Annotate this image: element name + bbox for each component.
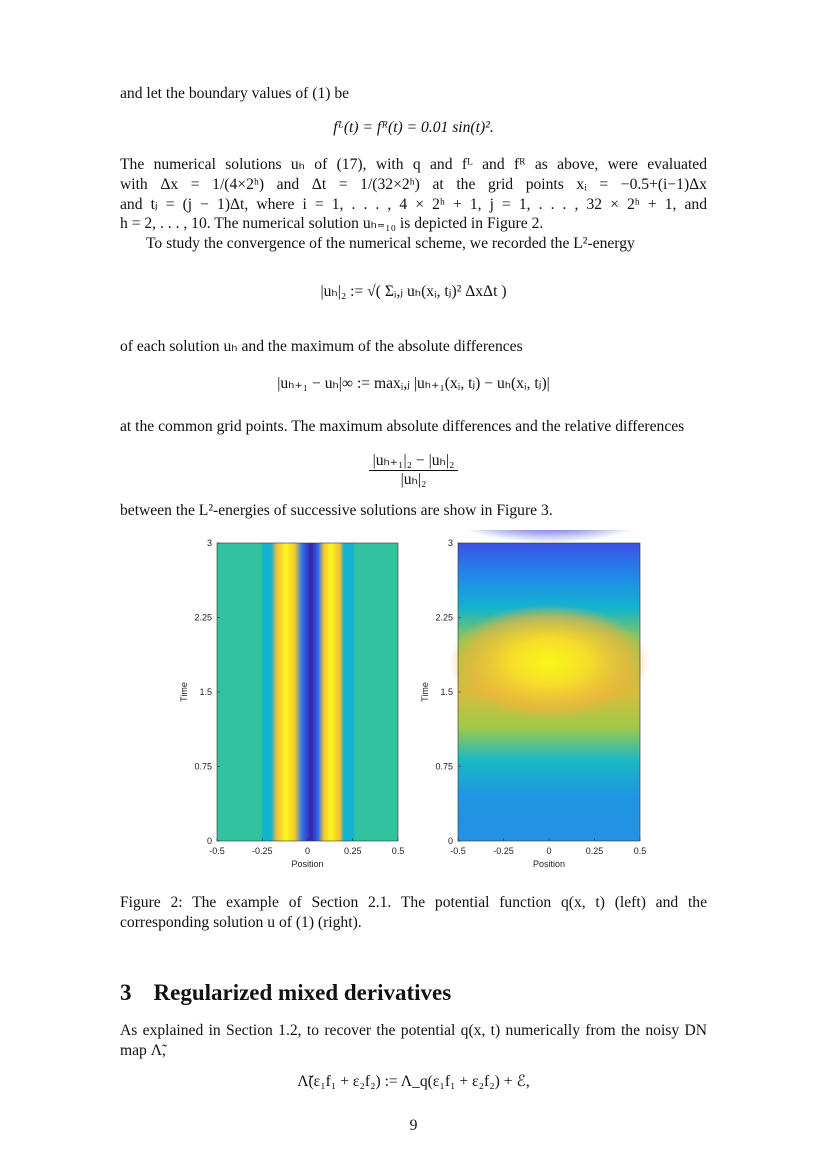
x-tick-label: 0 xyxy=(546,846,551,856)
equation-noisy-dn-map: Λ̃(ε₁f₁ + ε₂f₂) := Λ_q(ε₁f₁ + ε₂f₂) + ℰ, xyxy=(297,1073,530,1090)
figure-2: -0.5 -0.25 0 0.25 0.5 0 0.75 1.5 2.25 3 Position Ti… xyxy=(179,530,669,869)
equation-l2-energy: |uₕ|₂ := √( Σᵢ,ⱼ uₕ(xᵢ, tⱼ)² ΔxΔt ) xyxy=(320,283,507,300)
paragraph-line: with Δx = 1/(4×2ʰ) and Δt = 1/(32×2ʰ) at… xyxy=(120,176,707,193)
x-tick-label: -0.5 xyxy=(450,846,466,856)
figure-caption: Figure 2: The example of Section 2.1. Th… xyxy=(120,893,707,932)
section-number: 3 xyxy=(120,980,132,1005)
caption-line: Figure 2: The example of Section 2.1. Th… xyxy=(120,894,707,911)
x-tick-label: 0.25 xyxy=(586,846,604,856)
y-tick-label: 0 xyxy=(207,836,212,846)
plot-right: -0.5 -0.25 0 0.25 0.5 0 0.75 1.5 2.25 3 Position Ti… xyxy=(420,530,669,869)
y-axis-label: Time xyxy=(179,682,189,702)
paragraph-line: The numerical solutions uₕ of (17), with… xyxy=(120,156,707,173)
paragraph: between the L²-energies of successive so… xyxy=(120,502,553,519)
y-tick-label: 0.75 xyxy=(194,762,212,772)
paragraph: To study the convergence of the numerica… xyxy=(146,235,635,252)
section-title: Regularized mixed derivatives xyxy=(153,980,452,1005)
plot-left: -0.5 -0.25 0 0.25 0.5 0 0.75 1.5 2.25 3 Position Ti… xyxy=(179,538,404,869)
page-number: 9 xyxy=(409,1117,418,1134)
paragraph: and let the boundary values of (1) be xyxy=(120,85,350,102)
fraction-denominator: |uₕ|₂ xyxy=(400,471,427,488)
section-heading: 3 Regularized mixed derivatives xyxy=(120,980,451,1006)
y-tick-label: 3 xyxy=(207,538,212,548)
x-tick-label: -0.25 xyxy=(252,846,273,856)
equation-relative-diff: |uₕ₊₁|₂ − |uₕ|₂ |uₕ|₂ xyxy=(120,452,707,489)
x-tick-label: -0.5 xyxy=(209,846,225,856)
x-tick-label: 0.25 xyxy=(344,846,362,856)
x-tick-label: 0.5 xyxy=(392,846,405,856)
paragraph: of each solution uₕ and the maximum of t… xyxy=(120,338,523,355)
paragraph-line: h = 2, . . . , 10. The numerical solutio… xyxy=(120,215,544,232)
equation-max-diff: |uₕ₊₁ − uₕ|∞ := maxᵢ,ⱼ |uₕ₊₁(xᵢ, tⱼ) − u… xyxy=(277,375,550,392)
x-axis-label: Position xyxy=(533,859,565,869)
y-tick-label: 1.5 xyxy=(199,687,212,697)
y-tick-label: 0.75 xyxy=(435,762,453,772)
y-tick-label: 2.25 xyxy=(435,613,453,623)
caption-line: corresponding solution u of (1) (right). xyxy=(120,913,362,931)
y-tick-label: 1.5 xyxy=(440,687,453,697)
fraction-numerator: |uₕ₊₁|₂ − |uₕ|₂ xyxy=(368,452,459,471)
y-tick-label: 2.25 xyxy=(194,613,212,623)
y-tick-label: 0 xyxy=(448,836,453,846)
equation-boundary: fᴸ(t) = fᴿ(t) = 0.01 sin(t)². xyxy=(333,119,494,136)
x-axis-label: Position xyxy=(291,859,323,869)
x-tick-label: 0 xyxy=(305,846,310,856)
x-tick-label: -0.25 xyxy=(493,846,514,856)
y-tick-label: 3 xyxy=(448,538,453,548)
paragraph-line: and tⱼ = (j − 1)Δt, where i = 1, . . . ,… xyxy=(120,196,707,213)
y-axis-label: Time xyxy=(420,682,430,702)
paragraph: at the common grid points. The maximum a… xyxy=(120,418,685,435)
heatmap-potential xyxy=(217,543,398,841)
x-tick-label: 0.5 xyxy=(634,846,647,856)
paragraph: As explained in Section 1.2, to recover … xyxy=(120,1022,707,1059)
